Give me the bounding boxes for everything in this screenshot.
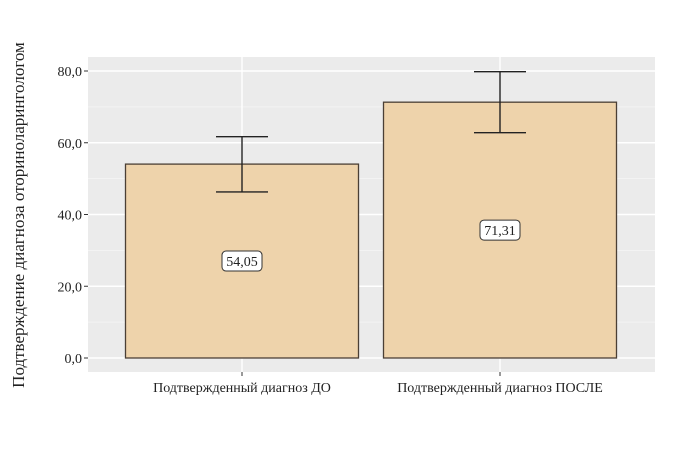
y-tick-label: 40,0 bbox=[58, 209, 83, 224]
y-axis-label: Подтверждение диагноза оториноларинголог… bbox=[9, 42, 28, 388]
y-tick-label: 20,0 bbox=[58, 280, 83, 295]
x-tick-label: Подтвержденный диагноз ДО bbox=[153, 381, 331, 396]
y-tick-label: 60,0 bbox=[58, 137, 83, 152]
data-label-box bbox=[221, 250, 263, 272]
data-label: 71,31 bbox=[484, 224, 516, 239]
y-tick-label: 0,0 bbox=[65, 352, 83, 367]
data-label-box bbox=[479, 219, 521, 241]
y-tick-label: 80,0 bbox=[58, 65, 83, 80]
x-tick-label: Подтвержденный диагноз ПОСЛЕ bbox=[397, 381, 603, 396]
data-label: 54,05 bbox=[226, 255, 258, 270]
